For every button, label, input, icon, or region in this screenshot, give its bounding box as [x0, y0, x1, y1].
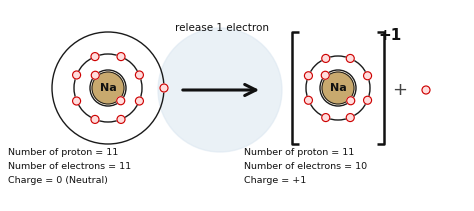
Text: Na: Na [329, 83, 346, 93]
Text: Number of electrons = 10: Number of electrons = 10 [244, 162, 367, 171]
Circle shape [117, 97, 125, 105]
Circle shape [346, 54, 354, 62]
Circle shape [117, 115, 125, 123]
Text: Charge = +1: Charge = +1 [244, 176, 306, 185]
Circle shape [322, 54, 330, 62]
Text: +: + [392, 81, 408, 99]
Circle shape [346, 97, 355, 105]
Circle shape [422, 86, 430, 94]
Circle shape [304, 72, 312, 80]
Text: Na: Na [100, 83, 117, 93]
Circle shape [136, 97, 144, 105]
Circle shape [364, 72, 372, 80]
Circle shape [117, 53, 125, 61]
Text: +1: +1 [378, 28, 401, 43]
Circle shape [91, 71, 99, 79]
Circle shape [322, 114, 330, 122]
Circle shape [346, 114, 354, 122]
Circle shape [364, 96, 372, 104]
Circle shape [73, 71, 81, 79]
Circle shape [91, 53, 99, 61]
Circle shape [73, 97, 81, 105]
Text: Number of proton = 11: Number of proton = 11 [244, 148, 354, 157]
Circle shape [136, 71, 144, 79]
Circle shape [160, 84, 168, 92]
Text: Number of electrons = 11: Number of electrons = 11 [8, 162, 131, 171]
Circle shape [321, 71, 329, 79]
Circle shape [158, 28, 282, 152]
Text: release 1 electron: release 1 electron [175, 23, 269, 33]
Text: Number of proton = 11: Number of proton = 11 [8, 148, 118, 157]
Text: Charge = 0 (Neutral): Charge = 0 (Neutral) [8, 176, 108, 185]
Circle shape [92, 72, 124, 104]
Circle shape [304, 96, 312, 104]
Circle shape [322, 72, 354, 104]
Circle shape [91, 115, 99, 123]
